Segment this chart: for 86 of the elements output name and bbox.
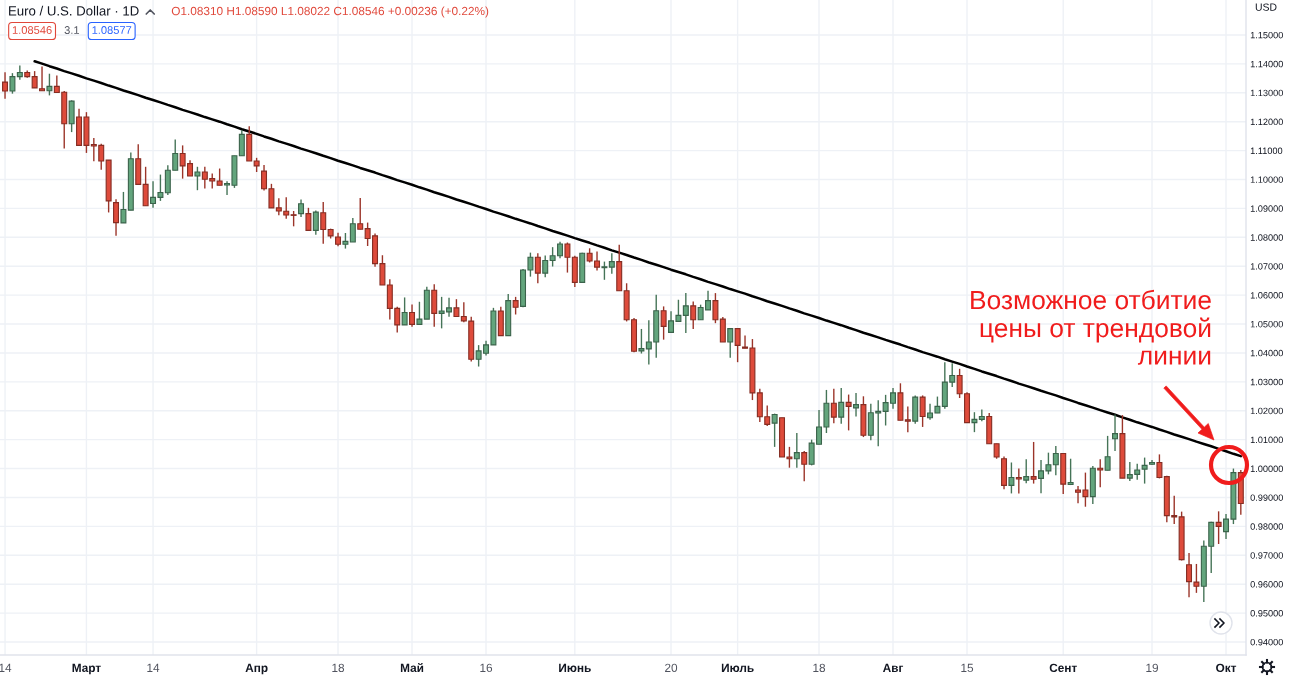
y-tick-label: 0.98000 bbox=[1250, 523, 1283, 530]
candlestick bbox=[1104, 435, 1111, 471]
y-tick-label: 1.11000 bbox=[1250, 147, 1283, 155]
y-tick-label: 1.13000 bbox=[1250, 89, 1283, 97]
candlestick bbox=[534, 252, 541, 284]
candlestick bbox=[801, 450, 808, 482]
x-tick-label: Март bbox=[72, 663, 101, 675]
candlestick bbox=[771, 412, 778, 448]
candlestick bbox=[1112, 413, 1119, 452]
y-tick-label: 1.06000 bbox=[1250, 292, 1283, 299]
y-tick-label: 1.15000 bbox=[1250, 31, 1283, 39]
candlestick bbox=[690, 300, 697, 330]
y-tick-label: 0.94000 bbox=[1250, 638, 1283, 646]
candlestick bbox=[46, 73, 53, 97]
candlestick bbox=[431, 283, 438, 328]
candlestick bbox=[660, 305, 667, 341]
candlestick bbox=[1030, 441, 1037, 485]
y-tick-label: 1.08000 bbox=[1250, 234, 1283, 241]
x-tick-label: 16 bbox=[480, 663, 493, 672]
candlestick bbox=[401, 296, 408, 326]
annotation: 1.08577 bbox=[92, 26, 132, 34]
x-tick-label: Окт bbox=[1216, 663, 1237, 672]
x-tick-label: 18 bbox=[813, 663, 826, 672]
candlestick bbox=[793, 432, 800, 469]
candlestick bbox=[305, 207, 312, 232]
x-tick-label: 15 bbox=[961, 663, 974, 672]
y-tick-label: 0.97000 bbox=[1250, 552, 1283, 559]
x-tick-label: 18 bbox=[332, 663, 345, 672]
candlestick bbox=[113, 198, 120, 237]
annotation: 1.08546 bbox=[12, 26, 52, 34]
y-tick-label: 1.07000 bbox=[1250, 263, 1283, 270]
candlestick bbox=[194, 166, 201, 191]
y-tick-label: 1.05000 bbox=[1250, 320, 1283, 328]
candlestick bbox=[68, 99, 75, 133]
candlestick bbox=[919, 394, 926, 428]
y-tick-label: 0.95000 bbox=[1250, 610, 1283, 617]
x-tick-label: 19 bbox=[1146, 663, 1159, 672]
candlestick bbox=[727, 327, 734, 359]
x-tick-label: Авг bbox=[882, 663, 904, 672]
y-tick-label: 0.96000 bbox=[1250, 581, 1283, 588]
x-tick-label: Июль bbox=[721, 663, 754, 672]
candlestick bbox=[357, 197, 364, 230]
x-tick-label: 14 bbox=[147, 663, 160, 672]
line-series bbox=[33, 60, 1243, 458]
x-tick-label: Апр bbox=[245, 663, 268, 675]
annotation: 3.1 bbox=[64, 26, 80, 34]
candlestick bbox=[853, 392, 860, 418]
y-tick-label: 1.12000 bbox=[1250, 118, 1283, 126]
candlestick bbox=[1008, 461, 1015, 495]
candlestick bbox=[838, 387, 845, 425]
chart-title: Euro / U.S. Dollar · 1D bbox=[9, 5, 139, 16]
y-tick-label: 1.14000 bbox=[1250, 60, 1283, 68]
candlestick bbox=[1141, 456, 1148, 485]
candlestick bbox=[845, 393, 852, 432]
y-tick-label: 1.02000 bbox=[1250, 407, 1283, 415]
candlestick bbox=[912, 394, 919, 425]
y-axis-title: USD bbox=[1255, 3, 1277, 11]
candlestick bbox=[2, 71, 9, 100]
y-tick-label: 1.09000 bbox=[1250, 205, 1283, 212]
candlestick bbox=[542, 254, 549, 278]
x-tick-label: Сент bbox=[1049, 663, 1077, 672]
candlestick bbox=[409, 303, 416, 328]
candlestick bbox=[1023, 458, 1030, 484]
candlestick bbox=[1186, 552, 1193, 598]
candlestick bbox=[320, 201, 327, 245]
candlestick bbox=[142, 166, 149, 207]
candlestick bbox=[1067, 458, 1074, 486]
y-tick-label: 1.01000 bbox=[1250, 436, 1283, 444]
x-tick-label: 20 bbox=[665, 663, 678, 672]
x-tick-label: Июнь bbox=[559, 663, 591, 672]
x-tick-label: 14 bbox=[0, 663, 12, 672]
y-tick-label: 0.99000 bbox=[1250, 494, 1283, 501]
candlestick bbox=[830, 388, 837, 424]
candlestick bbox=[734, 327, 741, 363]
y-tick-label: 1.04000 bbox=[1250, 349, 1283, 357]
y-tick-label: 1.10000 bbox=[1250, 176, 1283, 183]
x-tick-label: Май bbox=[400, 663, 424, 672]
annotation: Возможное отбитие цены от трендовой линии bbox=[971, 289, 1211, 365]
y-tick-label: 1.00000 bbox=[1250, 465, 1283, 472]
candlestick bbox=[1215, 510, 1222, 545]
candlestick bbox=[312, 209, 319, 236]
y-tick-label: 1.03000 bbox=[1250, 378, 1283, 386]
candlestick bbox=[1097, 458, 1104, 489]
annotation: O1.08310 H1.08590 L1.08022 C1.08546 +0.00236 (+0.22%) bbox=[171, 6, 489, 18]
candlestick bbox=[1193, 563, 1200, 594]
candlestick bbox=[1015, 467, 1022, 495]
